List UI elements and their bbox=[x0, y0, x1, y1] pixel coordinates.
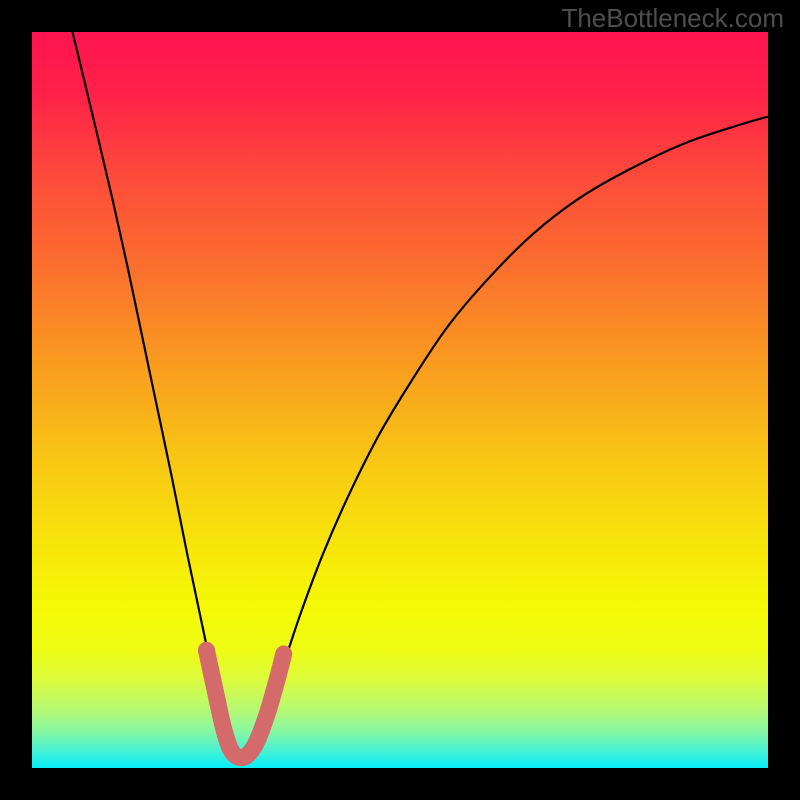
bottleneck-chart bbox=[0, 0, 800, 800]
watermark-text: TheBottleneck.com bbox=[561, 3, 784, 34]
